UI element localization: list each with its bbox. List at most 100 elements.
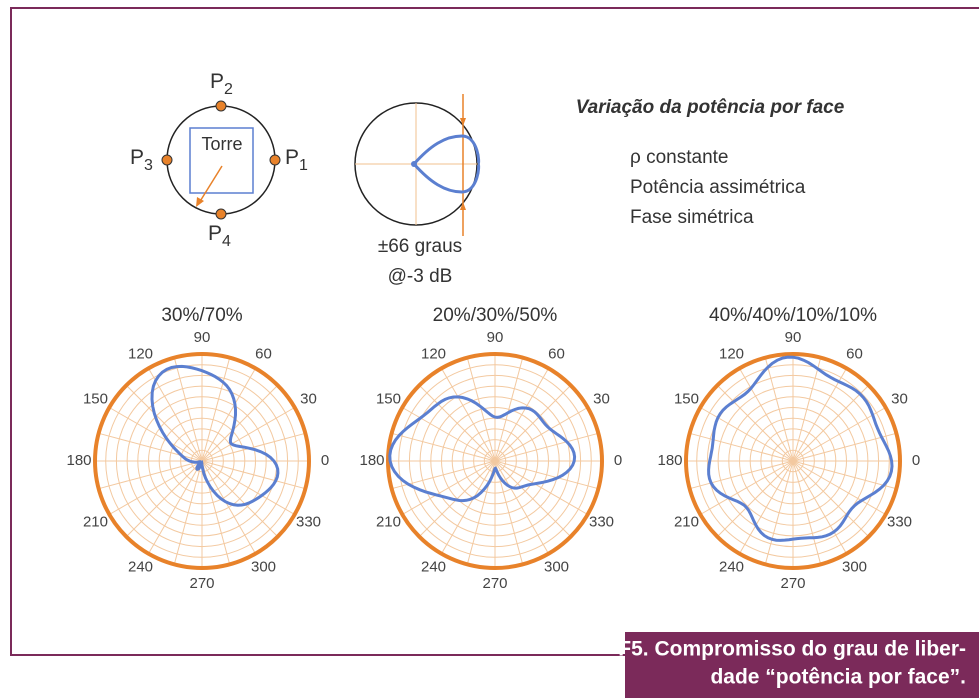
angle-label: 270	[189, 575, 214, 592]
grid-spoke	[441, 368, 496, 462]
angle-label: 30	[300, 390, 317, 407]
grid-spoke	[201, 432, 306, 462]
grid-spoke	[148, 368, 203, 462]
angle-label: 330	[589, 513, 614, 530]
angle-label: 180	[657, 452, 682, 469]
legend-title: Variação da potência por face	[576, 97, 845, 118]
grid-spoke	[764, 460, 794, 565]
angle-label: 300	[544, 558, 569, 575]
angle-label: 60	[548, 345, 565, 362]
grid-spoke	[792, 460, 870, 538]
angle-label: 240	[421, 558, 446, 575]
port-label: P1	[285, 146, 308, 175]
outer-ring	[386, 352, 604, 570]
pattern-curve	[388, 395, 577, 503]
grid-spoke	[98, 460, 203, 490]
grid-spoke	[700, 407, 794, 462]
grid-spoke	[792, 357, 822, 462]
arrow-head	[196, 197, 204, 207]
grid-spoke	[173, 460, 203, 565]
grid-spoke	[494, 407, 588, 462]
angle-label: 150	[376, 390, 401, 407]
plot-title: 20%/30%/50%	[433, 305, 558, 326]
port	[269, 154, 281, 166]
grid-spoke	[494, 460, 599, 490]
grid-spoke	[494, 384, 572, 462]
legend-item: Fase simétrica	[630, 207, 754, 228]
grid-spoke	[494, 460, 549, 554]
grid-spoke	[466, 357, 496, 462]
angle-label: 300	[842, 558, 867, 575]
angle-label: 30	[891, 390, 908, 407]
angle-label: 270	[482, 575, 507, 592]
angle-label: 180	[66, 452, 91, 469]
grid-spoke	[125, 460, 203, 538]
port	[215, 208, 227, 220]
outer-ring	[93, 352, 311, 570]
angle-label: 60	[255, 345, 272, 362]
angle-label: 150	[83, 390, 108, 407]
grid-spoke	[716, 460, 794, 538]
grid-spoke	[494, 460, 588, 515]
angle-label: 150	[674, 390, 699, 407]
arrow	[198, 165, 223, 204]
angle-label: 0	[912, 452, 920, 469]
angle-label: 210	[674, 513, 699, 530]
antenna-diagram: Torre P2 P1 P3 P4	[130, 70, 308, 251]
pattern-curve	[150, 364, 280, 507]
plot-title: 40%/40%/10%/10%	[709, 305, 877, 326]
angle-label: 330	[296, 513, 321, 530]
angle-label: 180	[359, 452, 384, 469]
frame	[10, 7, 979, 656]
face-pattern: ±66 graus @-3 dB	[354, 94, 481, 287]
port-label: P2	[210, 70, 233, 99]
grid-spoke	[689, 432, 794, 462]
pattern-curve	[707, 355, 894, 542]
grid-spoke	[739, 368, 794, 462]
angle-label: 90	[785, 329, 802, 346]
angle-label: 60	[846, 345, 863, 362]
beamwidth: ±66 graus	[378, 236, 462, 257]
polar-plot: 0 30 60 90 120 150 180 210 240 270 300 330 40%/40%/1…	[657, 305, 920, 592]
angle-label: 210	[83, 513, 108, 530]
legend-item: Potência assimétrica	[630, 177, 806, 198]
angle-label: 0	[614, 452, 622, 469]
grid-spoke	[109, 407, 203, 462]
grid-spoke	[418, 384, 496, 462]
grid-spoke	[792, 368, 847, 462]
grid-spoke	[441, 460, 496, 554]
angle-label: 270	[780, 575, 805, 592]
port-label: P4	[208, 222, 231, 251]
grid-spoke	[716, 384, 794, 462]
tower-label: Torre	[201, 134, 242, 154]
angle-label: 330	[887, 513, 912, 530]
grid-spoke	[109, 460, 203, 515]
angle-label: 90	[194, 329, 211, 346]
angle-label: 240	[128, 558, 153, 575]
polar-plots: 030609012015018021024027030033030%/70%03…	[66, 305, 920, 592]
grid-spoke	[201, 407, 295, 462]
grid-spoke	[494, 432, 599, 462]
plot-title: 30%/70%	[161, 305, 242, 326]
grid-spoke	[792, 460, 822, 565]
angle-label: 0	[321, 452, 329, 469]
grid-spoke	[700, 460, 794, 515]
angle-label: 120	[421, 345, 446, 362]
grid-spoke	[792, 460, 897, 490]
grid-spoke	[494, 368, 549, 462]
grid-spoke	[391, 432, 496, 462]
angle-label: 120	[719, 345, 744, 362]
outer-ring	[684, 352, 902, 570]
polar-plot: 0 30 60 90 120 150 180 210 240 270 300 330 20%/30%/5…	[359, 305, 622, 592]
grid-spoke	[201, 384, 279, 462]
angle-label: 240	[719, 558, 744, 575]
grid-spoke	[98, 432, 203, 462]
lobe-origin	[411, 161, 417, 167]
grid-spoke	[201, 460, 295, 515]
port-label: P3	[130, 146, 153, 175]
angle-label: 120	[128, 345, 153, 362]
caption-line: dade “potência por face”.	[710, 666, 966, 689]
grid-spoke	[201, 460, 306, 490]
angle-label: 300	[251, 558, 276, 575]
